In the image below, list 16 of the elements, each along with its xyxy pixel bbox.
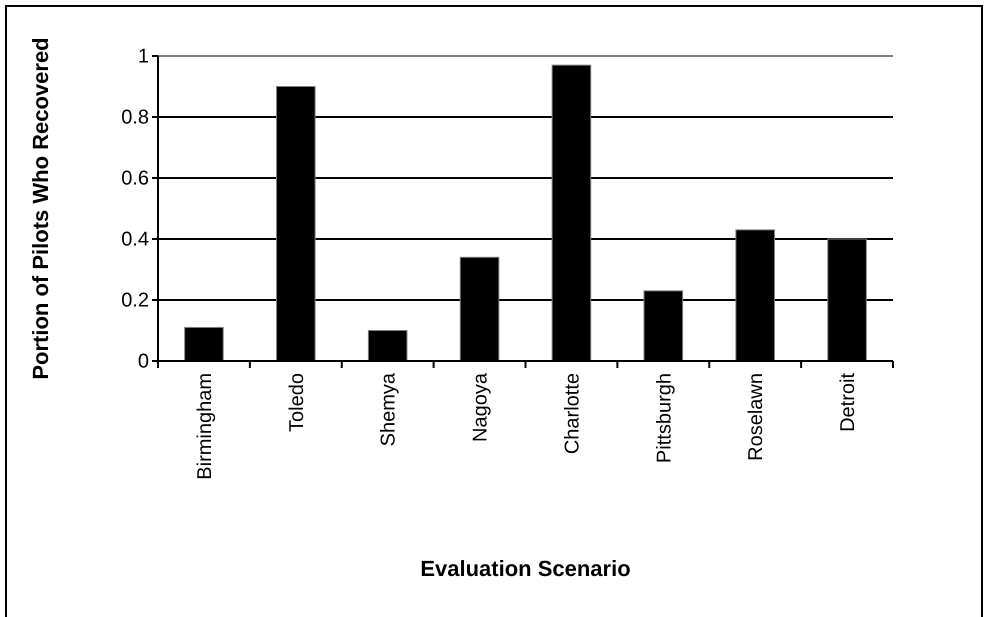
x-tick-label: Roselawn (745, 373, 768, 461)
y-tick-label: 0.6 (121, 167, 149, 190)
x-tick-label: Toledo (286, 373, 308, 432)
x-tick-label: Nagoya (470, 372, 492, 442)
x-tick-label: Detroit (837, 372, 860, 432)
y-tick-label: 0 (138, 350, 149, 372)
y-axis-title: Portion of Pilots Who Recovered (28, 37, 53, 380)
y-tick-label: 0.8 (121, 106, 149, 128)
x-axis-title: Evaluation Scenario (420, 556, 631, 581)
x-tick-label: Charlotte (561, 373, 584, 454)
x-tick-label: Birmingham (194, 373, 216, 480)
y-tick-label: 0.2 (121, 289, 149, 312)
y-tick-label: 0.4 (121, 228, 149, 250)
x-tick-label: Shemya (378, 372, 400, 446)
x-tick-label: Pittsburgh (653, 373, 676, 464)
y-tick-label: 1 (138, 45, 149, 68)
